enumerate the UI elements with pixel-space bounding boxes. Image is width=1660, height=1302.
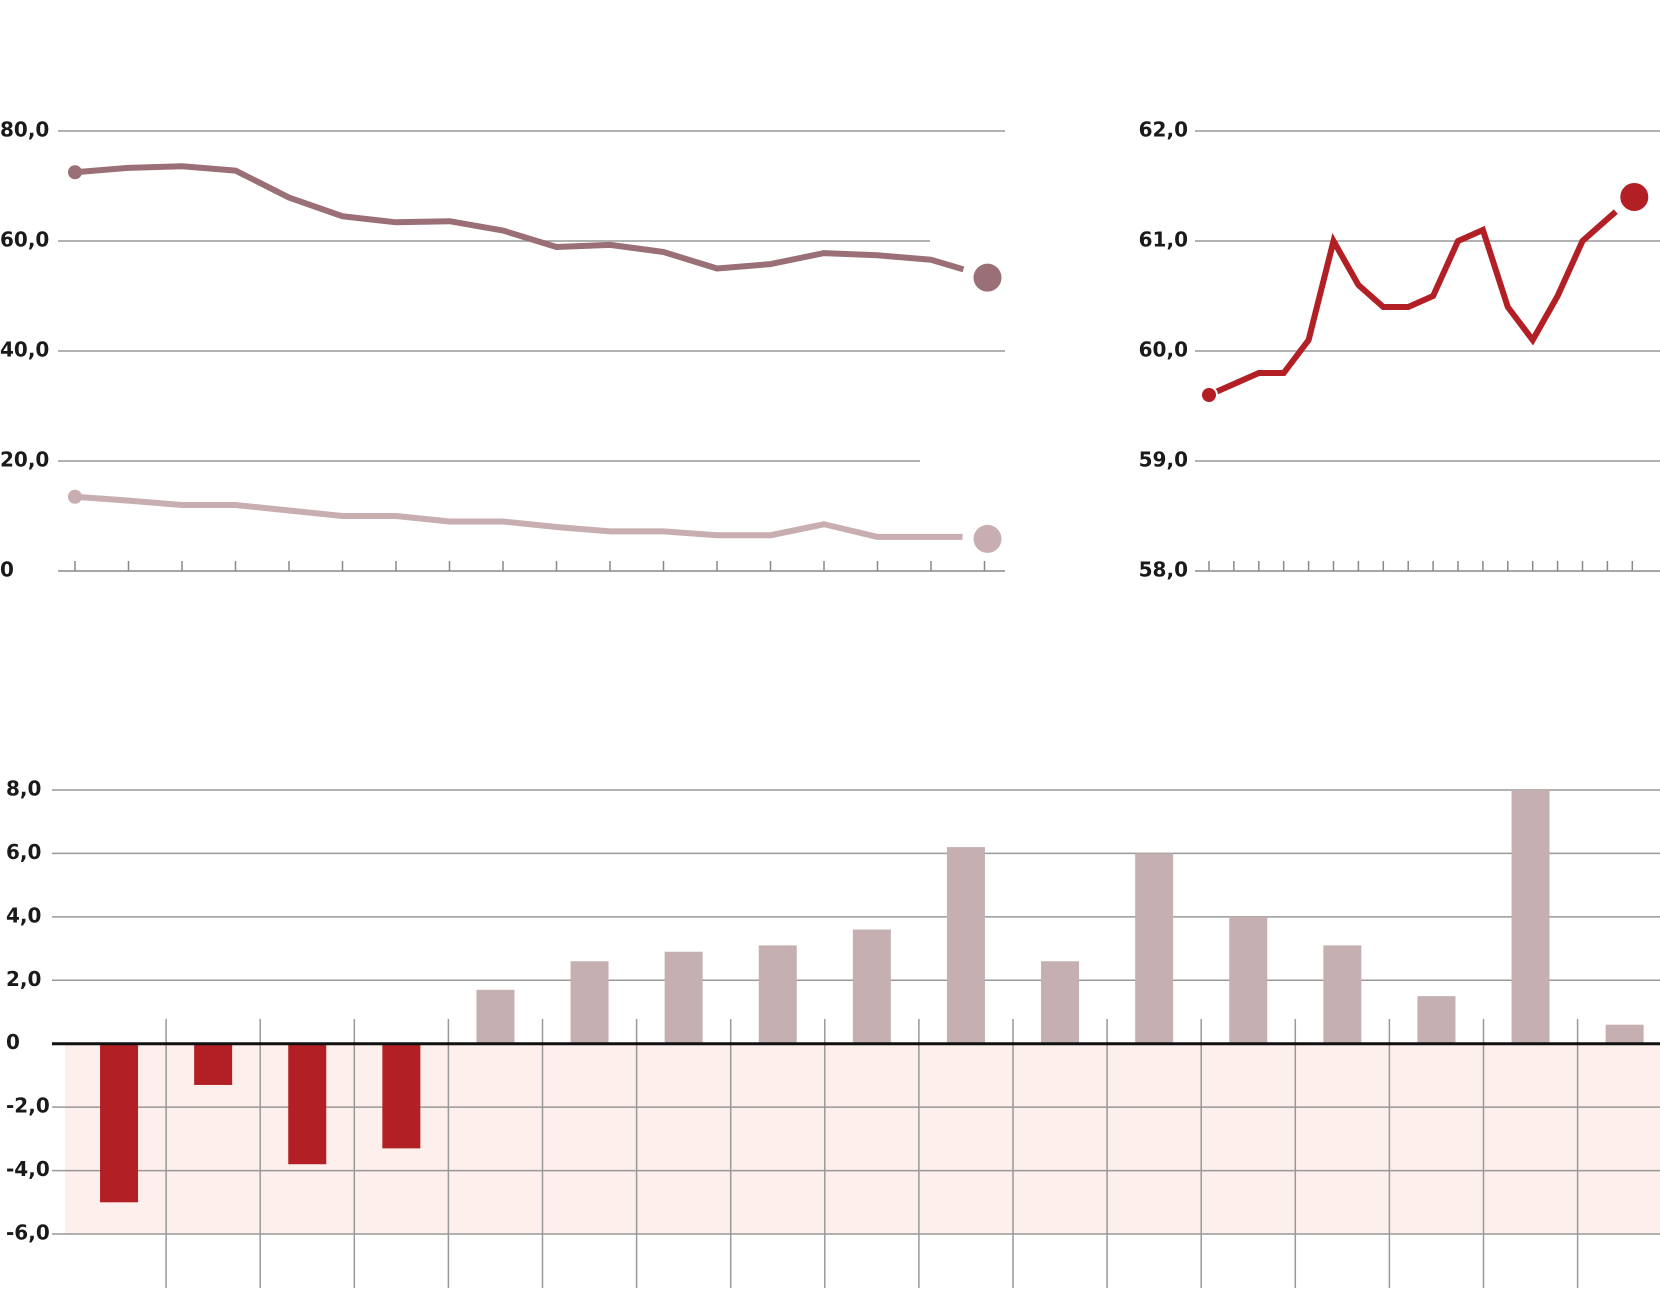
- y-tick-label: 40,0: [0, 338, 49, 362]
- bar: [288, 1043, 327, 1165]
- y-tick-label: -2,0: [6, 1094, 50, 1118]
- y-tick-label: -4,0: [6, 1157, 50, 1181]
- y-tick-label: 58,0: [1139, 558, 1188, 582]
- bar: [476, 989, 515, 1044]
- chart-2-line: 58,0 59,0 60,0 61,0 62,0: [1139, 118, 1660, 582]
- chart-1-line: 0 20,0 40,0 60,0 80,0: [0, 118, 1005, 582]
- y-tick-label: 6,0: [6, 840, 41, 864]
- series-2-end-marker: [973, 524, 1002, 553]
- y-tick-label: 2,0: [6, 967, 41, 991]
- bar: [1041, 961, 1080, 1044]
- bar: [100, 1043, 139, 1203]
- y-tick-label: 8,0: [6, 777, 41, 801]
- series-1-end-marker: [1618, 181, 1651, 213]
- y-tick-label: 59,0: [1139, 448, 1188, 472]
- bar: [758, 945, 797, 1044]
- bar: [570, 961, 609, 1044]
- series-1-start-marker: [1200, 386, 1218, 404]
- y-tick-label: 62,0: [1139, 118, 1188, 142]
- bar: [194, 1043, 233, 1085]
- y-tick-label: 20,0: [0, 448, 49, 472]
- bar: [1605, 1024, 1644, 1044]
- series-1-line: [1207, 209, 1618, 398]
- bar: [664, 951, 703, 1044]
- bar: [1229, 916, 1268, 1044]
- chart-3-bar: -6,0 -4,0 -2,0 0 2,0 4,0 6,0 8,0: [6, 777, 1660, 1288]
- y-tick-label: 0: [6, 1030, 20, 1054]
- bar: [852, 929, 891, 1044]
- series-2-line: [74, 493, 963, 540]
- y-tick-label: 60,0: [0, 228, 49, 252]
- bar: [946, 847, 985, 1044]
- series-1-end-marker: [973, 263, 1002, 292]
- y-tick-label: 80,0: [0, 118, 49, 142]
- y-tick-label: 60,0: [1139, 338, 1188, 362]
- y-tick-label: 61,0: [1139, 228, 1188, 252]
- bar: [382, 1043, 421, 1149]
- bar: [1323, 945, 1362, 1044]
- series-2-start-marker: [68, 489, 82, 504]
- y-tick-label: -6,0: [6, 1221, 50, 1245]
- bar: [1135, 853, 1174, 1044]
- series-1-start-marker: [68, 165, 82, 180]
- negative-region: [65, 1043, 1660, 1234]
- series-1-line: [74, 163, 965, 273]
- bar: [1511, 790, 1550, 1044]
- y-tick-label: 0: [0, 558, 14, 582]
- bar: [1417, 996, 1456, 1044]
- y-tick-label: 4,0: [6, 903, 41, 927]
